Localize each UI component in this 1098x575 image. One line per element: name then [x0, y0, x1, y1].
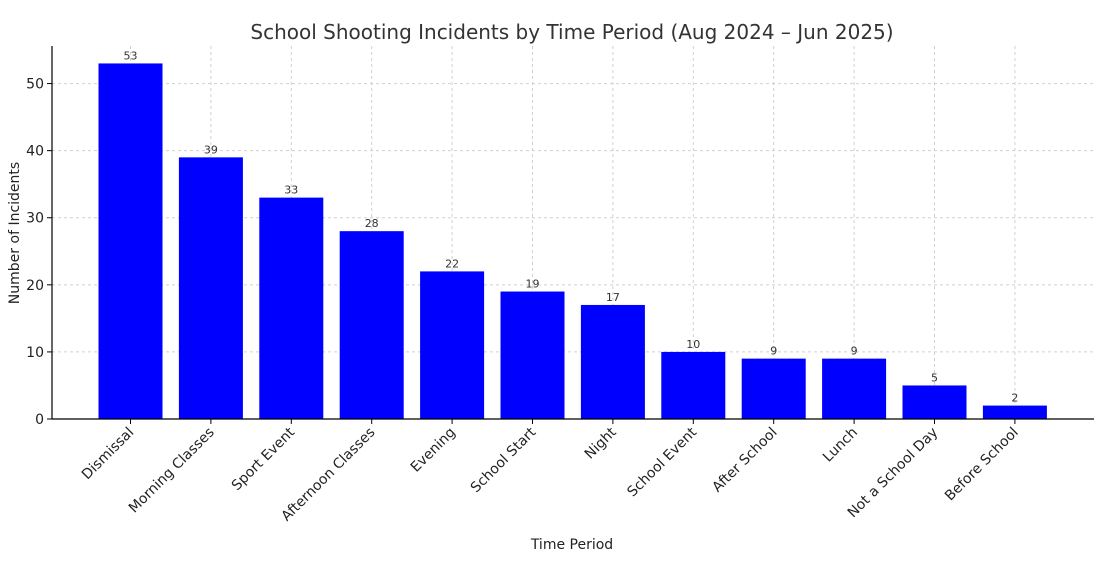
bar-value-label: 9 [851, 345, 858, 358]
x-tick-label: Not a School Day [845, 425, 942, 522]
bar [580, 304, 645, 419]
y-tick-label: 30 [26, 211, 44, 227]
bar-value-label: 53 [124, 49, 138, 62]
data-labels: 53 39 33 28 22 19 17 10 9 9 5 2 [124, 49, 1019, 404]
y-axis-label: Number of Incidents [7, 162, 23, 304]
x-tick-label: School Event [624, 424, 700, 500]
bar [500, 291, 565, 419]
bar-value-label: 17 [606, 291, 620, 304]
bar [178, 157, 243, 419]
chart-title: School Shooting Incidents by Time Period… [250, 20, 893, 44]
bar [420, 271, 485, 419]
x-axis-label: Time Period [530, 537, 613, 553]
y-tick-label: 20 [26, 278, 44, 294]
x-tick-label: Before School [942, 425, 1022, 505]
bar-value-label: 22 [445, 257, 459, 270]
x-tick-label: Lunch [820, 425, 861, 466]
y-tick-label: 40 [26, 144, 44, 160]
y-tick-label: 0 [35, 412, 44, 428]
x-tick-label: After School [709, 425, 780, 496]
bars [98, 63, 1047, 420]
bar-value-label: 33 [284, 184, 298, 197]
y-ticks: 0 10 20 30 40 50 [26, 77, 52, 428]
bar [661, 351, 726, 419]
bar-value-label: 39 [204, 143, 218, 156]
bar [982, 405, 1047, 419]
y-tick-label: 10 [26, 345, 44, 361]
bar [339, 231, 404, 419]
x-tick-label: Night [582, 424, 620, 462]
bar-value-label: 5 [931, 371, 938, 384]
x-tick-label: Dismissal [79, 425, 137, 483]
x-tick-label: Evening [408, 425, 459, 476]
y-tick-label: 50 [26, 77, 44, 93]
bar-value-label: 2 [1011, 392, 1018, 405]
bar [822, 358, 887, 419]
bar-value-label: 9 [770, 345, 777, 358]
bar [98, 63, 163, 420]
x-tick-label: School Start [468, 424, 540, 496]
bar-value-label: 28 [365, 217, 379, 230]
x-tick-label: Morning Classes [126, 425, 218, 517]
x-tick-label: Sport Event [229, 424, 299, 494]
bar [902, 385, 967, 419]
bar-value-label: 10 [686, 338, 700, 351]
bar [741, 358, 806, 419]
bar-value-label: 19 [526, 278, 540, 291]
bar [259, 197, 324, 419]
